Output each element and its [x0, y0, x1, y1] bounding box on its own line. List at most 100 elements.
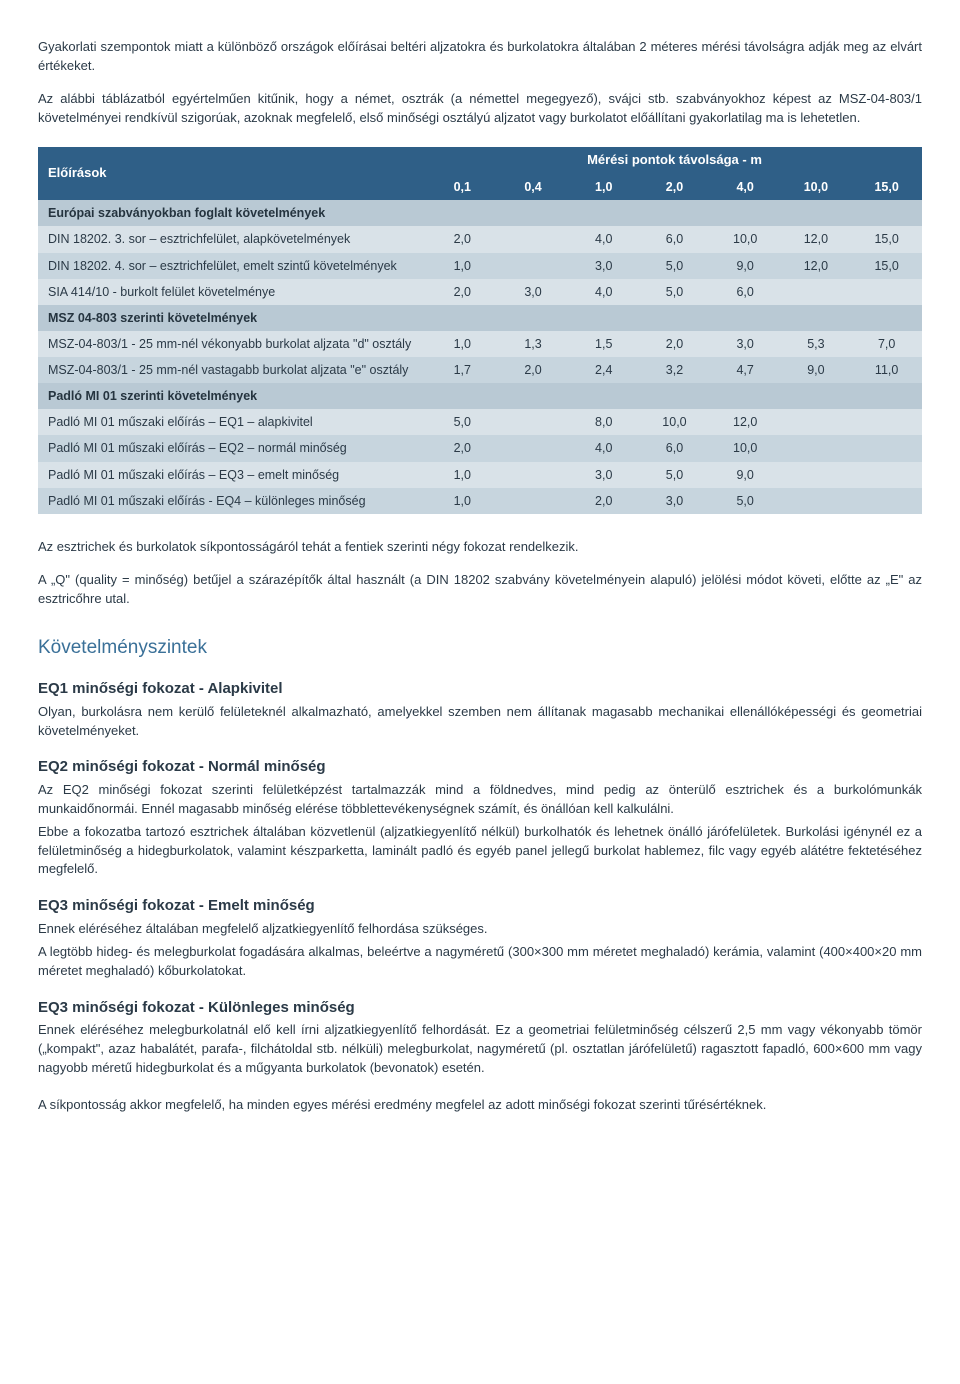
table-cell — [498, 462, 569, 488]
table-cell: 4,7 — [710, 357, 781, 383]
level-body-0-0: Olyan, burkolásra nem kerülő felületekné… — [38, 703, 922, 741]
table-cell: 15,0 — [851, 226, 922, 252]
table-cell: 2,0 — [498, 357, 569, 383]
footer-para: A síkpontosság akkor megfelelő, ha minde… — [38, 1096, 922, 1115]
table-cell: 4,0 — [568, 279, 639, 305]
intro-para-2: Az alábbi táblázatból egyértelműen kitűn… — [38, 90, 922, 128]
table-row-label: DIN 18202. 4. sor – esztrichfelület, eme… — [38, 253, 427, 279]
table-cell: 4,0 — [568, 226, 639, 252]
table-cell: 2,0 — [427, 226, 498, 252]
table-cell — [498, 409, 569, 435]
th-col-3: 2,0 — [639, 174, 710, 200]
table-row-label: Padló MI 01 műszaki előírás - EQ4 – külö… — [38, 488, 427, 514]
table-cell — [851, 279, 922, 305]
table-cell — [781, 488, 852, 514]
table-cell: 2,0 — [568, 488, 639, 514]
table-cell: 11,0 — [851, 357, 922, 383]
table-cell: 6,0 — [639, 226, 710, 252]
mid-para-2: A „Q" (quality = minőség) betűjel a szár… — [38, 571, 922, 609]
table-cell: 1,3 — [498, 331, 569, 357]
th-col-4: 4,0 — [710, 174, 781, 200]
table-row-label: SIA 414/10 - burkolt felület követelmény… — [38, 279, 427, 305]
table-cell — [851, 409, 922, 435]
intro-para-1: Gyakorlati szempontok miatt a különböző … — [38, 38, 922, 76]
th-col-2: 1,0 — [568, 174, 639, 200]
table-cell — [498, 488, 569, 514]
table-cell: 3,0 — [639, 488, 710, 514]
table-row-label: Padló MI 01 műszaki előírás – EQ2 – norm… — [38, 435, 427, 461]
th-col-0: 0,1 — [427, 174, 498, 200]
table-row-label: MSZ-04-803/1 - 25 mm-nél vékonyabb burko… — [38, 331, 427, 357]
th-col-6: 15,0 — [851, 174, 922, 200]
table-cell: 10,0 — [710, 226, 781, 252]
table-cell — [781, 409, 852, 435]
table-cell: 3,2 — [639, 357, 710, 383]
table-cell — [781, 279, 852, 305]
table-cell: 3,0 — [568, 253, 639, 279]
th-group: Mérési pontok távolsága - m — [427, 147, 922, 174]
table-cell: 12,0 — [781, 253, 852, 279]
table-cell — [498, 253, 569, 279]
table-cell — [781, 435, 852, 461]
th-col-5: 10,0 — [781, 174, 852, 200]
table-cell: 2,0 — [639, 331, 710, 357]
table-cell: 9,0 — [710, 462, 781, 488]
table-cell: 6,0 — [639, 435, 710, 461]
table-cell: 9,0 — [710, 253, 781, 279]
table-cell: 1,7 — [427, 357, 498, 383]
table-row-label: MSZ-04-803/1 - 25 mm-nél vastagabb burko… — [38, 357, 427, 383]
mid-para-1: Az esztrichek és burkolatok síkpontosság… — [38, 538, 922, 557]
table-cell: 5,0 — [710, 488, 781, 514]
level-heading-0: EQ1 minőségi fokozat - Alapkivitel — [38, 678, 922, 700]
table-cell: 6,0 — [710, 279, 781, 305]
section-row-0: Európai szabványokban foglalt követelmén… — [38, 200, 922, 226]
table-cell: 4,0 — [568, 435, 639, 461]
table-cell — [851, 462, 922, 488]
table-cell: 2,0 — [427, 435, 498, 461]
table-cell: 1,0 — [427, 462, 498, 488]
table-cell: 2,4 — [568, 357, 639, 383]
table-cell: 15,0 — [851, 253, 922, 279]
table-cell: 12,0 — [710, 409, 781, 435]
table-cell: 3,0 — [498, 279, 569, 305]
th-label: Előírások — [38, 147, 427, 200]
level-body-3-0: Ennek eléréséhez melegburkolatnál elő ke… — [38, 1021, 922, 1078]
table-cell: 1,5 — [568, 331, 639, 357]
table-cell: 8,0 — [568, 409, 639, 435]
table-cell: 5,0 — [427, 409, 498, 435]
table-cell: 5,0 — [639, 279, 710, 305]
table-cell — [498, 435, 569, 461]
table-cell — [851, 488, 922, 514]
standards-table-wrap: Előírások Mérési pontok távolsága - m 0,… — [38, 147, 922, 513]
table-cell: 1,0 — [427, 253, 498, 279]
table-cell: 5,0 — [639, 253, 710, 279]
table-cell: 5,0 — [639, 462, 710, 488]
table-cell: 10,0 — [710, 435, 781, 461]
table-cell: 1,0 — [427, 488, 498, 514]
level-body-1-1: Ebbe a fokozatba tartozó esztrichek álta… — [38, 823, 922, 880]
table-cell: 10,0 — [639, 409, 710, 435]
table-cell: 2,0 — [427, 279, 498, 305]
section-row-2: Padló MI 01 szerinti követelmények — [38, 383, 922, 409]
table-row-label: Padló MI 01 műszaki előírás – EQ1 – alap… — [38, 409, 427, 435]
table-cell: 1,0 — [427, 331, 498, 357]
level-body-2-1: A legtöbb hideg- és melegburkolat fogadá… — [38, 943, 922, 981]
table-cell — [851, 435, 922, 461]
table-cell: 12,0 — [781, 226, 852, 252]
table-cell — [498, 226, 569, 252]
level-heading-3: EQ3 minőségi fokozat - Különleges minősé… — [38, 997, 922, 1019]
standards-table: Előírások Mérési pontok távolsága - m 0,… — [38, 147, 922, 513]
table-row-label: DIN 18202. 3. sor – esztrichfelület, ala… — [38, 226, 427, 252]
sections-heading: Követelményszintek — [38, 634, 922, 662]
th-col-1: 0,4 — [498, 174, 569, 200]
level-heading-1: EQ2 minőségi fokozat - Normál minőség — [38, 756, 922, 778]
section-row-1: MSZ 04-803 szerinti követelmények — [38, 305, 922, 331]
level-body-1-0: Az EQ2 minőségi fokozat szerinti felület… — [38, 781, 922, 819]
level-body-2-0: Ennek eléréséhez általában megfelelő alj… — [38, 920, 922, 939]
table-cell — [781, 462, 852, 488]
level-heading-2: EQ3 minőségi fokozat - Emelt minőség — [38, 895, 922, 917]
table-cell: 9,0 — [781, 357, 852, 383]
table-cell: 5,3 — [781, 331, 852, 357]
table-row-label: Padló MI 01 műszaki előírás – EQ3 – emel… — [38, 462, 427, 488]
table-cell: 7,0 — [851, 331, 922, 357]
